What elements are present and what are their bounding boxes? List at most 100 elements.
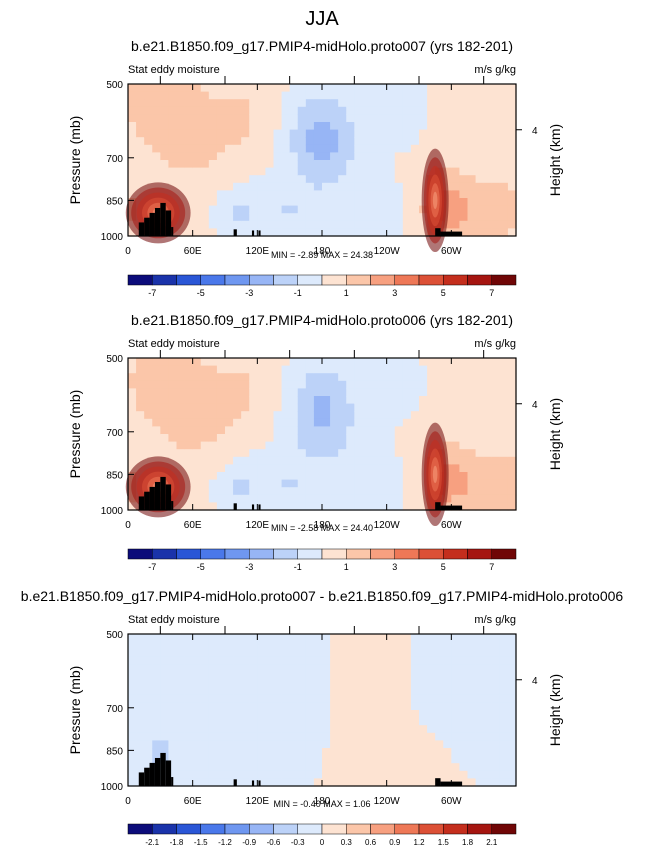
- heatmap-cell: [419, 672, 428, 681]
- heatmap-cell: [346, 634, 355, 643]
- heatmap-cell: [402, 198, 412, 207]
- heatmap-cell: [257, 380, 267, 389]
- heatmap-cell: [168, 710, 178, 719]
- heatmap-cell: [281, 205, 291, 214]
- heatmap-cell: [346, 91, 355, 100]
- heatmap-cell: [313, 464, 323, 473]
- heatmap-cell: [128, 679, 137, 688]
- heatmap-cell: [305, 403, 315, 412]
- heatmap-cell: [152, 411, 161, 420]
- heatmap-cell: [241, 649, 250, 658]
- heatmap-cell: [402, 694, 412, 703]
- heatmap-cell: [281, 434, 291, 443]
- heatmap-cell: [507, 144, 517, 153]
- heatmap-cell: [208, 656, 218, 665]
- heatmap-cell: [265, 656, 275, 665]
- heatmap-cell: [233, 725, 242, 734]
- heatmap-cell: [427, 358, 436, 367]
- heatmap-cell: [346, 167, 355, 176]
- heatmap-cell: [491, 373, 501, 382]
- heatmap-cell: [233, 99, 242, 108]
- heatmap-cell: [386, 122, 396, 131]
- heatmap-cell: [144, 175, 153, 184]
- heatmap-cell: [322, 770, 331, 779]
- heatmap-cell: [265, 717, 275, 726]
- heatmap-cell: [265, 687, 275, 696]
- heatmap-cell: [483, 373, 493, 382]
- heatmap-cell: [249, 358, 258, 367]
- heatmap-cell: [200, 228, 210, 237]
- heatmap-cell: [257, 418, 267, 427]
- heatmap-cell: [289, 198, 299, 207]
- heatmap-cell: [313, 380, 323, 389]
- heatmap-cell: [265, 649, 275, 658]
- heatmap-cell: [313, 190, 323, 199]
- heatmap-cell: [176, 755, 186, 764]
- heatmap-cell: [144, 717, 153, 726]
- heatmap-cell: [144, 740, 153, 749]
- x-tick-label: 180: [314, 796, 331, 807]
- heatmap-cell: [192, 694, 202, 703]
- heatmap-cell: [394, 641, 404, 650]
- units-label: m/s g/kg: [474, 614, 516, 626]
- x-tick-label: 60E: [184, 796, 202, 807]
- heatmap-cell: [435, 144, 444, 153]
- heatmap-cell: [475, 426, 485, 435]
- heatmap-cell: [354, 687, 364, 696]
- heatmap-cell: [241, 129, 250, 138]
- heatmap-cell: [427, 634, 436, 643]
- heatmap-cell: [410, 358, 420, 367]
- heatmap-cell: [378, 755, 388, 764]
- heatmap-cell: [152, 649, 161, 658]
- heatmap-cell: [216, 84, 226, 93]
- heatmap-cell: [362, 441, 372, 450]
- heatmap-cell: [386, 732, 396, 741]
- heatmap-cell: [305, 679, 315, 688]
- heatmap-cell: [419, 502, 428, 511]
- heatmap-cell: [443, 403, 452, 412]
- heatmap-cell: [459, 656, 469, 665]
- heatmap-cell: [168, 411, 178, 420]
- heatmap-cell: [216, 479, 226, 488]
- heatmap-cell: [176, 449, 186, 458]
- heatmap-cell: [257, 388, 267, 397]
- heatmap-cell: [346, 770, 355, 779]
- heatmap-cell: [410, 770, 420, 779]
- topography-block: [258, 780, 261, 786]
- heatmap-cell: [483, 380, 493, 389]
- heatmap-cell: [483, 456, 493, 465]
- heatmap-cell: [338, 641, 347, 650]
- heatmap-cell: [305, 770, 315, 779]
- heatmap-cell: [176, 358, 186, 367]
- heatmap-cell: [128, 228, 137, 237]
- heatmap-cell: [249, 129, 258, 138]
- heatmap-cell: [216, 152, 226, 161]
- heatmap-cell: [128, 114, 137, 123]
- heatmap-cell: [241, 702, 250, 711]
- heatmap-cell: [346, 396, 355, 405]
- heatmap-cell: [507, 182, 517, 191]
- heatmap-cell: [136, 740, 145, 749]
- heatmap-cell: [338, 403, 347, 412]
- heatmap-cell: [362, 205, 372, 214]
- heatmap-cell: [225, 763, 234, 772]
- heatmap-cell: [386, 84, 396, 93]
- heatmap-cell: [192, 380, 202, 389]
- heatmap-cell: [225, 213, 234, 222]
- heatmap-cell: [273, 373, 283, 382]
- heatmap-cell: [160, 418, 170, 427]
- heatmap-cell: [257, 106, 267, 115]
- heatmap-cell: [257, 479, 267, 488]
- heatmap-cell: [322, 380, 331, 389]
- x-tick-label: 120W: [374, 520, 401, 531]
- heatmap-cell: [499, 114, 509, 123]
- heatmap-cell: [402, 770, 412, 779]
- heatmap-cell: [346, 694, 355, 703]
- heatmap-cell: [370, 403, 380, 412]
- colorbar-swatch: [370, 274, 395, 286]
- heatmap-cell: [459, 763, 469, 772]
- heatmap-cell: [136, 396, 145, 405]
- heatmap-cell: [451, 129, 461, 138]
- heatmap-cell: [216, 418, 226, 427]
- heatmap-cell: [297, 649, 307, 658]
